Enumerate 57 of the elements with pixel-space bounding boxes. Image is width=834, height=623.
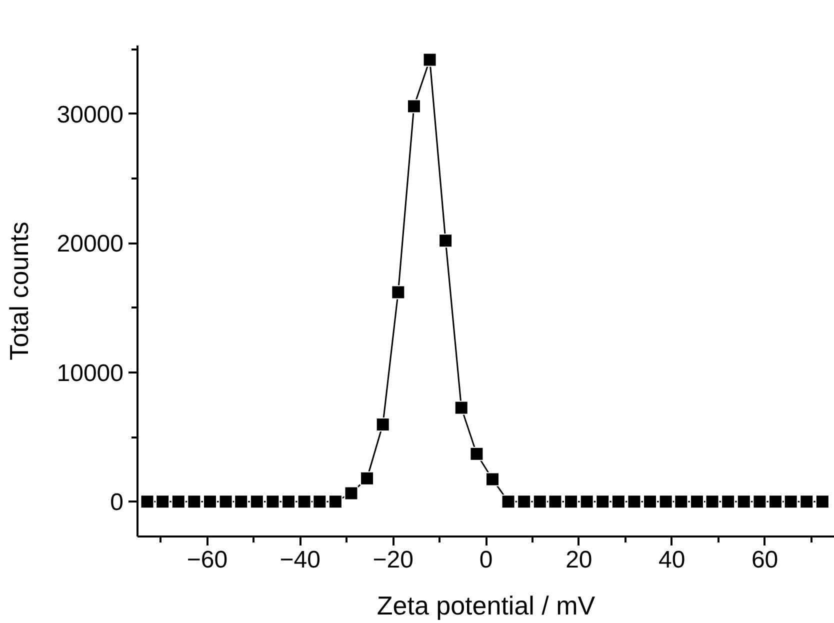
point	[501, 494, 516, 509]
point	[344, 486, 358, 500]
y-tick-label: 30000	[56, 101, 124, 128]
point	[250, 494, 264, 509]
point	[202, 494, 217, 509]
point	[234, 494, 248, 509]
point	[611, 494, 626, 509]
point	[156, 494, 170, 509]
point	[297, 494, 312, 509]
point	[674, 494, 688, 509]
point	[187, 494, 202, 509]
point	[596, 494, 610, 509]
point	[140, 494, 154, 509]
point	[705, 494, 720, 509]
y-tick-label: 10000	[56, 360, 124, 387]
point	[564, 494, 578, 509]
x-tick-label: 0	[479, 546, 493, 574]
point	[218, 494, 233, 509]
point	[690, 494, 704, 509]
point	[736, 494, 751, 509]
y-tick-label: 20000	[56, 230, 124, 258]
point	[517, 494, 532, 509]
y-tick-label: 0	[110, 489, 124, 516]
point	[721, 494, 736, 509]
point	[406, 99, 421, 114]
point	[266, 494, 280, 509]
x-tick-label: −60	[186, 546, 228, 574]
x-axis-title: Zeta potential / mV	[376, 590, 596, 620]
point	[312, 494, 327, 509]
point	[171, 494, 186, 509]
x-tick-label: 20	[566, 546, 592, 574]
y-axis-title: Total counts	[4, 222, 34, 360]
x-tick-label: 40	[658, 546, 686, 574]
point	[360, 471, 374, 486]
point	[815, 494, 830, 509]
point	[422, 52, 437, 67]
point	[470, 446, 484, 461]
point	[580, 494, 594, 509]
point	[627, 494, 642, 509]
point	[391, 285, 406, 300]
point	[548, 494, 562, 509]
point	[328, 494, 342, 509]
point	[532, 494, 547, 509]
point	[784, 494, 798, 509]
point	[658, 494, 673, 509]
x-tick-label: −40	[280, 546, 320, 574]
point	[768, 494, 782, 509]
point	[643, 494, 658, 509]
point	[800, 494, 814, 509]
point	[376, 417, 390, 432]
x-tick-label: 60	[751, 546, 778, 574]
x-tick-label: −20	[372, 546, 414, 574]
point	[282, 494, 296, 509]
point	[486, 472, 500, 486]
point	[454, 400, 468, 415]
point	[438, 234, 453, 248]
point	[752, 494, 767, 509]
